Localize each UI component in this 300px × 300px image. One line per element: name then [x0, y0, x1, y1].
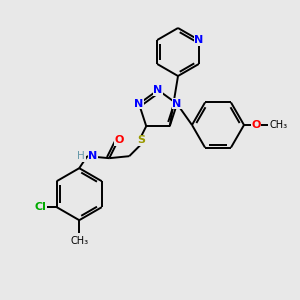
- Text: N: N: [172, 99, 182, 109]
- Text: N: N: [153, 85, 163, 95]
- Text: S: S: [137, 135, 145, 145]
- Text: O: O: [251, 120, 261, 130]
- Text: CH₃: CH₃: [270, 120, 288, 130]
- Text: N: N: [134, 99, 144, 109]
- Text: CH₃: CH₃: [70, 236, 88, 246]
- Text: N: N: [194, 35, 203, 45]
- Text: N: N: [88, 151, 98, 161]
- Text: Cl: Cl: [35, 202, 47, 212]
- Text: O: O: [115, 135, 124, 145]
- Text: H: H: [77, 151, 85, 161]
